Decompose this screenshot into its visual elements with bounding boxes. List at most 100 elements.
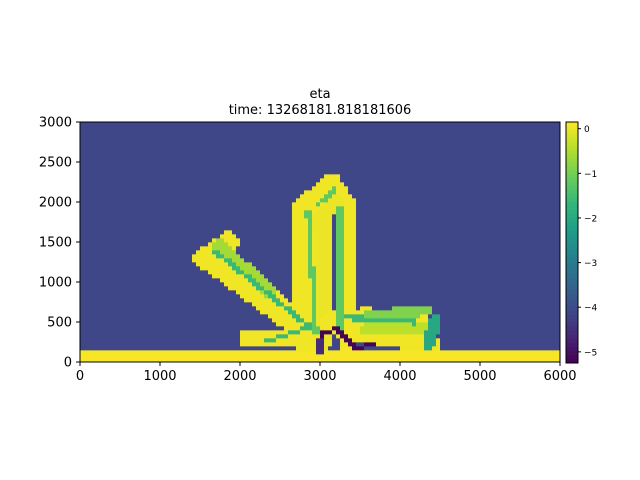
heatmap-cell <box>252 266 257 271</box>
heatmap-cell <box>492 254 497 259</box>
heatmap-cell <box>128 246 133 251</box>
heatmap-cell <box>384 338 389 343</box>
heatmap-cell <box>504 242 509 247</box>
heatmap-cell <box>324 238 329 243</box>
heatmap-cell <box>376 318 381 323</box>
heatmap-cell <box>124 346 129 351</box>
heatmap-cell <box>408 254 413 259</box>
heatmap-cell <box>280 258 285 263</box>
heatmap-cell <box>204 294 209 299</box>
heatmap-cell <box>120 258 125 263</box>
heatmap-cell <box>392 282 397 287</box>
heatmap-cell <box>424 286 429 291</box>
heatmap-cell <box>292 314 297 319</box>
heatmap-cell <box>268 206 273 211</box>
heatmap-cell <box>296 326 301 331</box>
heatmap-cell <box>88 290 93 295</box>
heatmap-cell <box>324 282 329 287</box>
heatmap-cell <box>136 254 141 259</box>
heatmap-cell <box>128 214 133 219</box>
heatmap-cell <box>376 254 381 259</box>
heatmap-cell <box>324 266 329 271</box>
heatmap-cell <box>340 358 345 363</box>
heatmap-cell <box>176 326 181 331</box>
heatmap-cell <box>252 346 257 351</box>
heatmap-cell <box>452 202 457 207</box>
heatmap-cell <box>504 310 509 315</box>
heatmap-cell <box>488 350 493 355</box>
heatmap-cell <box>520 262 525 267</box>
heatmap-cell <box>164 302 169 307</box>
heatmap-cell <box>492 334 497 339</box>
heatmap-cell <box>348 278 353 283</box>
heatmap-cell <box>520 242 525 247</box>
heatmap-cell <box>440 290 445 295</box>
heatmap-cell <box>168 206 173 211</box>
heatmap-cell <box>520 326 525 331</box>
heatmap-cell <box>536 198 541 203</box>
heatmap-cell <box>352 246 357 251</box>
heatmap-cell <box>100 270 105 275</box>
heatmap-cell <box>428 242 433 247</box>
heatmap-cell <box>164 238 169 243</box>
heatmap-cell <box>544 330 549 335</box>
heatmap-cell <box>296 246 301 251</box>
heatmap-cell <box>448 334 453 339</box>
heatmap-cell <box>496 254 501 259</box>
heatmap-cell <box>112 274 117 279</box>
heatmap-cell <box>328 294 333 299</box>
heatmap-cell <box>208 262 213 267</box>
heatmap-cell <box>212 354 217 359</box>
heatmap-cell <box>324 218 329 223</box>
heatmap-cell <box>376 270 381 275</box>
heatmap-cell <box>288 298 293 303</box>
heatmap-cell <box>308 290 313 295</box>
heatmap-cell <box>404 310 409 315</box>
heatmap-cell <box>296 218 301 223</box>
heatmap-cell <box>540 266 545 271</box>
heatmap-cell <box>236 302 241 307</box>
heatmap-cell <box>460 298 465 303</box>
heatmap-cell <box>440 202 445 207</box>
heatmap-cell <box>104 342 109 347</box>
heatmap-cell <box>388 258 393 263</box>
heatmap-cell <box>320 254 325 259</box>
heatmap-cell <box>284 238 289 243</box>
heatmap-cell <box>224 274 229 279</box>
heatmap-cell <box>132 306 137 311</box>
heatmap-cell <box>416 222 421 227</box>
heatmap-cell <box>188 270 193 275</box>
heatmap-cell <box>404 226 409 231</box>
heatmap-cell <box>540 318 545 323</box>
heatmap-cell <box>520 238 525 243</box>
heatmap-cell <box>548 314 553 319</box>
heatmap-cell <box>332 198 337 203</box>
heatmap-cell <box>324 254 329 259</box>
heatmap-cell <box>524 202 529 207</box>
heatmap-cell <box>244 338 249 343</box>
heatmap-cell <box>216 266 221 271</box>
heatmap-cell <box>180 226 185 231</box>
heatmap-cell <box>296 334 301 339</box>
heatmap-cell <box>132 230 137 235</box>
heatmap-cell <box>292 194 297 199</box>
heatmap-cell <box>460 322 465 327</box>
heatmap-cell <box>88 310 93 315</box>
heatmap-cell <box>520 314 525 319</box>
heatmap-cell <box>280 342 285 347</box>
heatmap-cell <box>172 198 177 203</box>
heatmap-cell <box>428 294 433 299</box>
heatmap-cell <box>544 322 549 327</box>
heatmap-cell <box>476 358 481 363</box>
heatmap-cell <box>504 230 509 235</box>
heatmap-cell <box>236 234 241 239</box>
heatmap-cell <box>292 266 297 271</box>
heatmap-cell <box>200 270 205 275</box>
heatmap-cell <box>228 302 233 307</box>
heatmap-cell <box>520 254 525 259</box>
heatmap-cell <box>288 342 293 347</box>
heatmap-cell <box>356 338 361 343</box>
heatmap-cell <box>276 346 281 351</box>
heatmap-cell <box>412 298 417 303</box>
heatmap-cell <box>120 230 125 235</box>
